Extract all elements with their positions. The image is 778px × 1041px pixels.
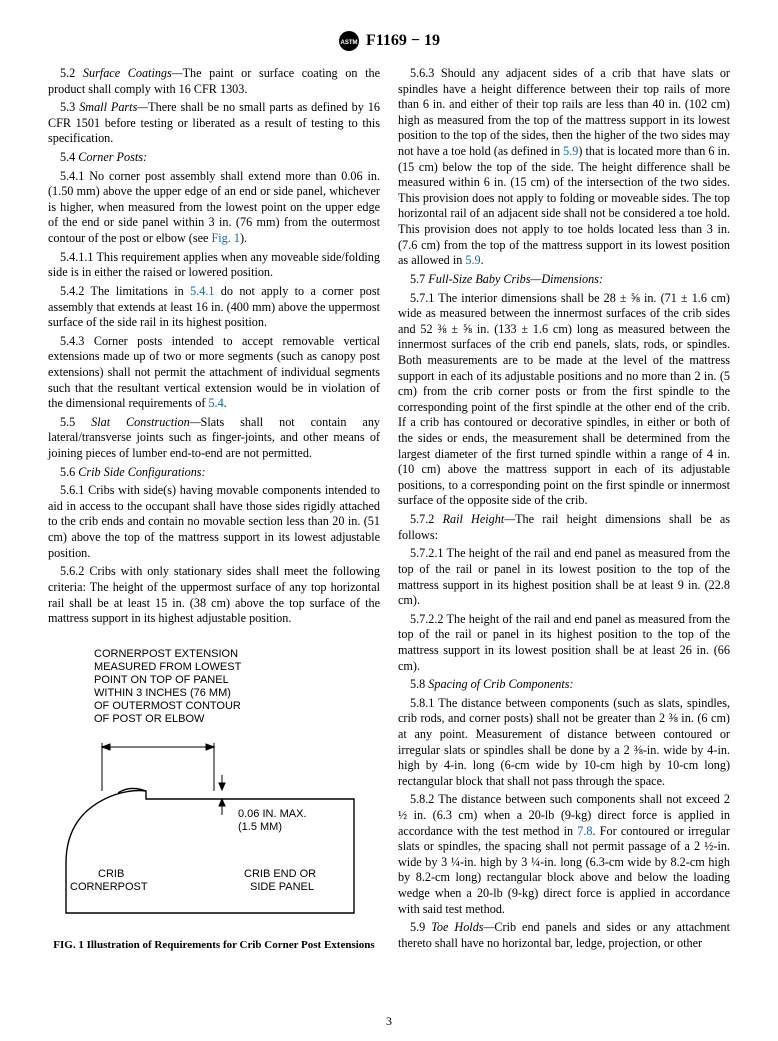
page: ASTM F1169 − 19 5.2 Surface Coatings—The… [0,0,778,1041]
para-5-7-2-2: 5.7.2.2 The height of the rail and end p… [398,612,730,674]
svg-text:CRIB END OR SIDE P: CRIB END OR SIDE PANEL [244,868,319,893]
para-5-7-2-1: 5.7.2.1 The height of the rail and end p… [398,546,730,608]
designation: F1169 − 19 [366,32,440,50]
ref-5-9-a[interactable]: 5.9 [563,144,578,158]
ref-5-4[interactable]: 5.4 [208,396,223,410]
svg-text:CRIB CORNERPOST: CRIB CORNERPOST [70,868,148,893]
left-column: 5.2 Surface Coatings—The paint or surfac… [48,66,380,955]
para-5-8-1: 5.8.1 The distance between components (s… [398,696,730,790]
para-5-3: 5.3 Small Parts—There shall be no small … [48,100,380,147]
ref-7-8[interactable]: 7.8 [577,824,592,838]
content-columns: 5.2 Surface Coatings—The paint or surfac… [48,66,730,955]
para-5-6-2: 5.6.2 Cribs with only stationary sides s… [48,564,380,626]
para-5-5: 5.5 Slat Construction—Slats shall not co… [48,415,380,462]
right-column: 5.6.3 Should any adjacent sides of a cri… [398,66,730,955]
para-5-4-1: 5.4.1 No corner post assembly shall exte… [48,169,380,247]
ref-5-9-b[interactable]: 5.9 [465,253,480,267]
ref-5-4-1[interactable]: 5.4.1 [190,284,214,298]
ref-fig-1[interactable]: Fig. 1 [211,231,239,245]
heading-5-8: 5.8 Spacing of Crib Components: [398,677,730,693]
para-5-4-3: 5.4.3 Corner posts intended to accept re… [48,334,380,412]
page-number: 3 [0,1014,778,1029]
para-5-8-2: 5.8.2 The distance between such componen… [398,792,730,917]
heading-5-6: 5.6 Crib Side Configurations: [48,465,380,481]
para-5-7-1: 5.7.1 The interior dimensions shall be 2… [398,291,730,510]
figure-1: CORNERPOST EXTENSION MEASURED FROM LOWES… [48,643,380,952]
para-5-7-2: 5.7.2 Rail Height—The rail height dimens… [398,512,730,543]
document-header: ASTM F1169 − 19 [48,30,730,52]
para-5-9: 5.9 Toe Holds—Crib end panels and sides … [398,920,730,951]
para-5-6-3: 5.6.3 Should any adjacent sides of a cri… [398,66,730,269]
figure-1-caption: FIG. 1 Illustration of Requirements for … [48,939,380,952]
svg-text:0.06 IN. MAX. (1.5: 0.06 IN. MAX. (1.5 MM) [238,808,310,833]
heading-5-4: 5.4 Corner Posts: [48,150,380,166]
para-5-2: 5.2 Surface Coatings—The paint or surfac… [48,66,380,97]
para-5-4-2: 5.4.2 The limitations in 5.4.1 do not ap… [48,284,380,331]
heading-5-7: 5.7 Full-Size Baby Cribs—Dimensions: [398,272,730,288]
astm-logo-icon: ASTM [338,30,360,52]
para-5-4-1-1: 5.4.1.1 This requirement applies when an… [48,250,380,281]
para-5-6-1: 5.6.1 Cribs with side(s) having movable … [48,483,380,561]
figure-1-svg: CORNERPOST EXTENSION MEASURED FROM LOWES… [54,643,374,933]
svg-text:ASTM: ASTM [340,40,357,46]
svg-text:CORNERPOST EXTENSION: CORNERPOST EXTENSION MEASURED FROM LOWES… [94,648,244,725]
